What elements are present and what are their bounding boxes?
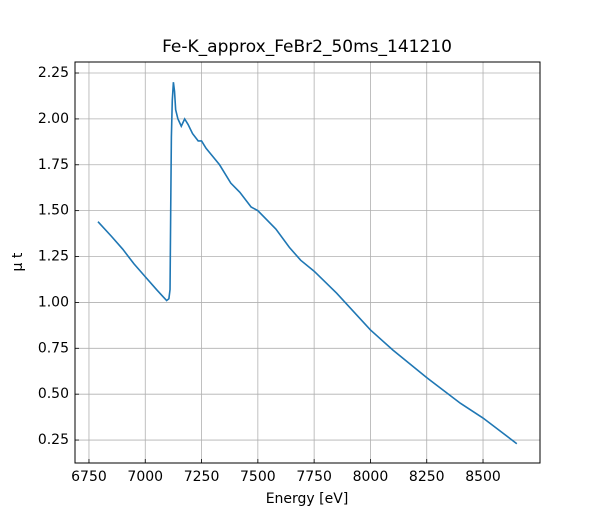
- x-axis-label: Energy [eV]: [266, 491, 349, 507]
- y-tick-label: 1.25: [38, 249, 69, 265]
- data-line: [97, 82, 518, 445]
- x-tick-label: 8000: [353, 469, 389, 485]
- plot-frame: [74, 61, 541, 464]
- x-tick-label: 7500: [240, 469, 276, 485]
- y-tick-label: 0.75: [38, 340, 69, 356]
- y-tick-label: 1.50: [38, 203, 69, 219]
- y-tick-label: 2.25: [38, 65, 69, 81]
- x-tick-label: 8500: [465, 469, 501, 485]
- y-tick-label: 0.25: [38, 432, 69, 448]
- y-tick-label: 1.75: [38, 157, 69, 173]
- y-axis-label: μ t: [10, 252, 26, 271]
- chart-title: Fe-K_approx_FeBr2_50ms_141210: [162, 37, 452, 57]
- x-tick-label: 8250: [409, 469, 445, 485]
- x-tick-label: 6750: [71, 469, 107, 485]
- x-tick-label: 7750: [296, 469, 332, 485]
- x-tick-label: 7000: [127, 469, 163, 485]
- x-tick-label: 7250: [184, 469, 220, 485]
- y-tick-label: 1.00: [38, 294, 69, 310]
- y-tick-label: 0.50: [38, 386, 69, 402]
- y-tick-label: 2.00: [38, 111, 69, 127]
